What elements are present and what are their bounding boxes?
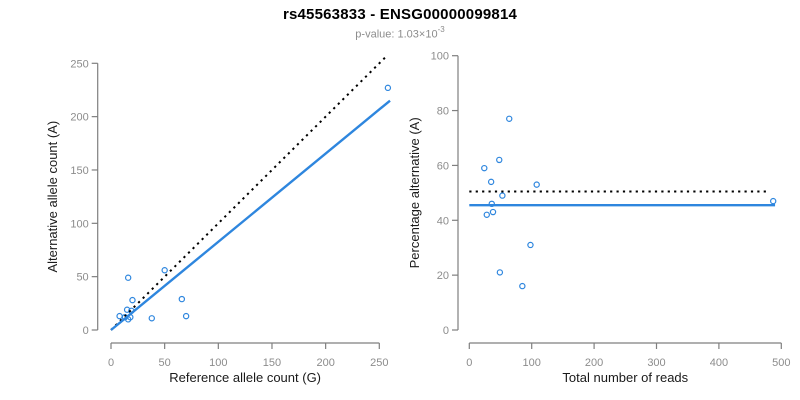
- data-point: [527, 241, 534, 249]
- data-point: [129, 296, 136, 304]
- data-point: [116, 312, 123, 320]
- y-tick-label: 0: [83, 325, 89, 337]
- y-tick-label: 0: [443, 325, 449, 337]
- fit-line: [110, 99, 391, 331]
- data-point: [161, 267, 168, 274]
- data-point: [182, 312, 190, 320]
- y-tick-label: 50: [76, 272, 88, 284]
- data-point: [148, 315, 155, 322]
- x-tick-label: 200: [316, 357, 334, 369]
- data-point: [123, 306, 131, 313]
- data-point: [519, 282, 526, 290]
- x-tick-label: 50: [159, 357, 171, 369]
- allele-count-scatter: 0 50 100 150 200 250 0 50 100 150 200 250 Reference …: [45, 55, 392, 385]
- data-point: [124, 274, 132, 281]
- y-tick-label: 20: [437, 270, 449, 282]
- y-tick-label: 80: [437, 106, 449, 118]
- x-tick-label: 300: [647, 357, 665, 369]
- p-value-label: p-value:: [355, 28, 395, 41]
- x-tick-label: 0: [466, 357, 472, 369]
- y-tick-label: 250: [70, 58, 88, 70]
- x-tick-label: 400: [710, 357, 728, 369]
- data-point: [496, 156, 503, 164]
- y-tick-label: 100: [431, 51, 449, 63]
- data-point: [483, 211, 490, 218]
- data-point: [384, 84, 392, 92]
- y-tick-label: 200: [70, 112, 88, 124]
- data-point: [496, 269, 504, 276]
- y-tick-label: 150: [70, 165, 88, 177]
- x-tick-label: 500: [772, 357, 790, 369]
- data-point: [506, 115, 513, 122]
- x-tick-label: 250: [370, 357, 388, 369]
- identity-line: [110, 55, 388, 331]
- p-value-exponent: -3: [437, 25, 445, 34]
- data-point: [533, 181, 540, 188]
- data-point: [499, 192, 506, 199]
- y-tick-label: 60: [437, 160, 449, 172]
- y-axis-label: Alternative allele count (A): [45, 121, 60, 273]
- x-axis-label: Reference allele count (G): [169, 370, 321, 385]
- x-tick-label: 100: [523, 357, 541, 369]
- y-axis-label: Percentage alternative (A): [407, 117, 422, 268]
- x-tick-label: 0: [108, 357, 114, 369]
- data-point: [769, 197, 777, 205]
- figure-subtitle: p-value: 1.03×10-3: [0, 25, 800, 41]
- x-axis-label: Total number of reads: [562, 370, 688, 385]
- y-tick-label: 40: [437, 215, 449, 227]
- x-tick-label: 100: [209, 357, 227, 369]
- percentage-alternative-scatter: 0 20 40 60 80 100 0 100 200 300 400 500 Total number…: [407, 51, 790, 385]
- p-value-mantissa: 1.03×10: [397, 28, 438, 41]
- figure-title: rs45563833 - ENSG00000099814: [282, 6, 518, 23]
- y-tick-label: 100: [70, 218, 88, 230]
- x-tick-label: 200: [585, 357, 603, 369]
- data-point: [481, 164, 488, 172]
- x-tick-label: 150: [263, 357, 281, 369]
- data-point: [489, 208, 497, 216]
- data-point: [178, 295, 186, 303]
- data-point: [487, 178, 495, 186]
- data-point: [488, 200, 495, 208]
